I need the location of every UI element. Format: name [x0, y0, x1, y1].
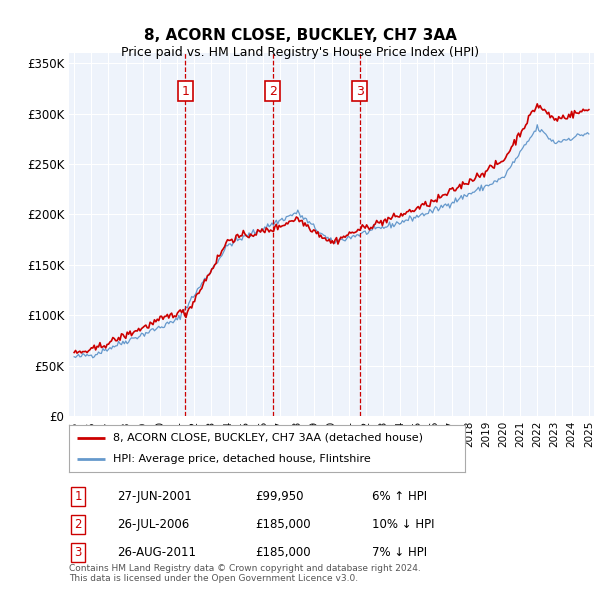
Text: 1: 1 [182, 85, 190, 98]
Text: Price paid vs. HM Land Registry's House Price Index (HPI): Price paid vs. HM Land Registry's House … [121, 46, 479, 59]
Text: 26-AUG-2011: 26-AUG-2011 [117, 546, 196, 559]
Text: 1: 1 [74, 490, 82, 503]
Text: 10% ↓ HPI: 10% ↓ HPI [372, 518, 434, 531]
Text: 8, ACORN CLOSE, BUCKLEY, CH7 3AA: 8, ACORN CLOSE, BUCKLEY, CH7 3AA [143, 28, 457, 43]
Text: 3: 3 [356, 85, 364, 98]
Text: HPI: Average price, detached house, Flintshire: HPI: Average price, detached house, Flin… [113, 454, 370, 464]
Text: £185,000: £185,000 [255, 546, 311, 559]
Text: £185,000: £185,000 [255, 518, 311, 531]
Text: 6% ↑ HPI: 6% ↑ HPI [372, 490, 427, 503]
Text: £99,950: £99,950 [255, 490, 304, 503]
Text: 3: 3 [74, 546, 82, 559]
Text: 2: 2 [269, 85, 277, 98]
Text: 7% ↓ HPI: 7% ↓ HPI [372, 546, 427, 559]
Text: 27-JUN-2001: 27-JUN-2001 [117, 490, 192, 503]
Text: Contains HM Land Registry data © Crown copyright and database right 2024.
This d: Contains HM Land Registry data © Crown c… [69, 563, 421, 583]
Text: 2: 2 [74, 518, 82, 531]
Text: 26-JUL-2006: 26-JUL-2006 [117, 518, 189, 531]
Text: 8, ACORN CLOSE, BUCKLEY, CH7 3AA (detached house): 8, ACORN CLOSE, BUCKLEY, CH7 3AA (detach… [113, 432, 422, 442]
